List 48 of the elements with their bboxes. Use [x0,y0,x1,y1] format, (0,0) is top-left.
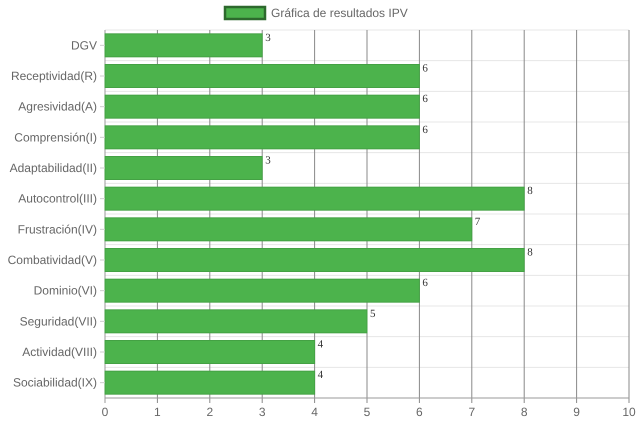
data-label: 7 [474,216,481,228]
data-label: 5 [370,308,376,320]
x-tick-label: 9 [573,405,580,419]
y-tick-label: Autocontrol(III) [18,192,97,206]
data-label: 8 [527,185,534,198]
bar [104,64,420,88]
y-tick-label: Adaptabilidad(II) [10,161,97,175]
bar [104,340,316,364]
x-tick-label: 10 [622,405,636,419]
x-tick-label: 3 [258,405,266,419]
y-tick-label: Sociabilidad(IX) [12,376,97,390]
data-label: 6 [422,124,428,136]
x-tick-label: 5 [364,405,371,419]
x-tick-label: 7 [468,405,476,419]
y-tick-label: Actividad(VIII) [22,345,97,359]
bar [104,217,472,242]
data-label: 4 [318,369,324,382]
x-tick-label: 1 [154,405,162,419]
data-label: 3 [265,154,272,166]
bar [104,33,263,58]
data-label: 4 [318,338,324,350]
data-label: 6 [422,93,428,106]
y-tick-label: Combatividad(V) [8,253,97,267]
y-tick-label: Agresividad(A) [18,100,97,114]
bar [104,248,525,272]
x-tick-label: 2 [206,405,214,419]
bar [104,309,368,334]
y-tick-label: Dominio(VI) [34,284,97,298]
bar [104,278,420,303]
data-label: 6 [422,62,428,74]
legend-label: Gráfica de resultados IPV [271,6,408,20]
y-tick-label: Frustración(IV) [18,222,97,236]
data-label: 6 [422,277,428,290]
y-tick-label: Seguridad(VII) [20,314,97,328]
bar [104,186,525,211]
y-tick-label: Comprensión(I) [14,130,97,144]
bar [104,370,316,395]
data-label: 8 [527,246,534,258]
data-label: 3 [265,32,272,44]
x-tick-label: 8 [520,405,528,419]
y-tick-label: Receptividad(R) [10,69,97,83]
bar [104,94,420,119]
bar [104,125,420,150]
x-tick-label: 4 [311,405,318,419]
x-tick-label: 6 [416,405,424,419]
bar [104,156,263,180]
x-tick-label: 0 [102,405,109,419]
y-tick-label: DGV [70,38,97,52]
